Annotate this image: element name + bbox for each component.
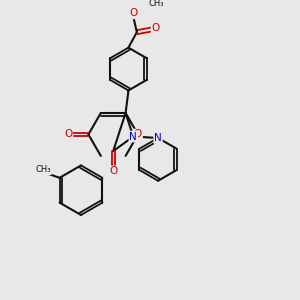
Text: O: O [152, 23, 160, 33]
Text: N: N [129, 132, 137, 142]
Text: O: O [134, 129, 142, 140]
Text: O: O [64, 129, 72, 140]
Text: CH₃: CH₃ [35, 165, 51, 174]
Text: O: O [109, 167, 117, 176]
Text: N: N [154, 133, 162, 143]
Text: O: O [129, 8, 138, 18]
Text: CH₃: CH₃ [149, 0, 164, 8]
